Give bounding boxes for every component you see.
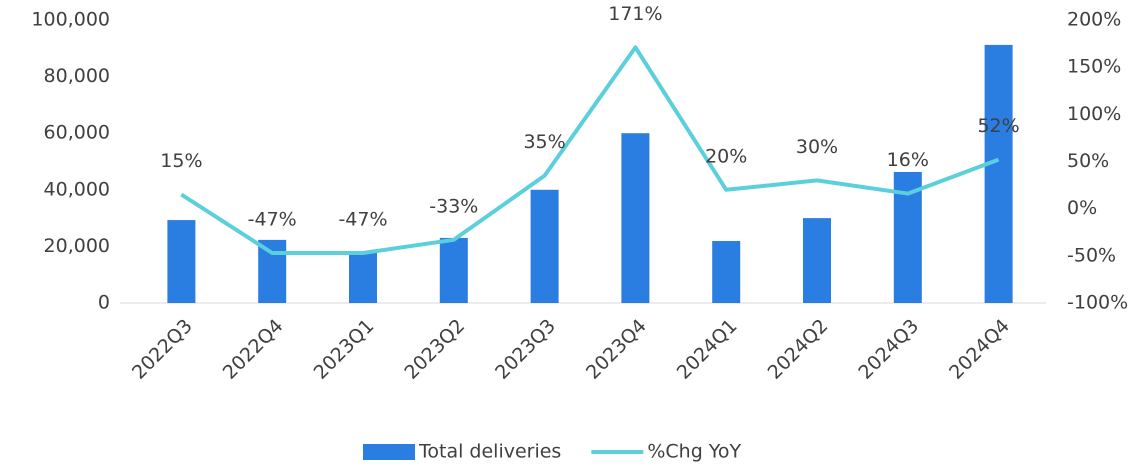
bar	[712, 241, 741, 303]
data-label: 16%	[887, 149, 929, 171]
y-tick-label: 60,000	[44, 122, 110, 144]
x-tick-label: 2024Q4	[945, 315, 1014, 384]
data-label: 171%	[608, 3, 662, 25]
legend-label: %Chg YoY	[647, 441, 741, 463]
line	[180, 45, 1000, 256]
data-label: 30%	[796, 136, 838, 158]
y-tick-label: 40,000	[44, 178, 110, 200]
x-tick-label: 2024Q2	[764, 315, 833, 384]
x-tick-label: 2023Q3	[491, 315, 560, 384]
data-label: -33%	[429, 195, 478, 217]
bar	[530, 189, 559, 303]
y-tick-label: 100,000	[31, 9, 110, 31]
x-tick-label: 2024Q3	[854, 315, 923, 384]
y2-tick-label: 50%	[1067, 150, 1109, 172]
y2-tick-label: 100%	[1067, 103, 1121, 125]
data-label: 52%	[977, 115, 1019, 137]
x-tick-label: 2023Q1	[310, 315, 379, 384]
bar	[803, 218, 831, 303]
x-tick-label: 2023Q2	[400, 315, 469, 384]
legend-label: Total deliveries	[418, 441, 561, 463]
legend-swatch	[363, 444, 415, 460]
bar	[349, 252, 377, 303]
x-tick-label: 2022Q3	[128, 315, 197, 384]
bar	[984, 44, 1013, 304]
bar	[621, 133, 650, 303]
y2-tick-label: 0%	[1067, 197, 1097, 219]
y2-tick-label: 200%	[1067, 9, 1121, 31]
y2-tick-label: 150%	[1067, 56, 1121, 78]
y2-tick-label: -50%	[1067, 244, 1116, 266]
y-tick-label: 80,000	[44, 65, 110, 87]
x-tick-label: 2023Q4	[582, 315, 651, 384]
data-label: -47%	[248, 209, 297, 231]
y-tick-label: 20,000	[44, 235, 110, 257]
bar	[167, 220, 196, 303]
data-label: 35%	[523, 131, 565, 153]
y2-tick-label: -100%	[1067, 292, 1128, 314]
x-tick-label: 2024Q1	[673, 315, 742, 384]
x-tick-label: 2022Q4	[219, 315, 288, 384]
y-tick-label: 0	[98, 292, 110, 314]
data-label: 15%	[160, 150, 202, 172]
data-label: -47%	[338, 209, 387, 231]
bar	[258, 239, 287, 303]
bar	[439, 237, 468, 303]
data-label: 20%	[705, 145, 747, 167]
